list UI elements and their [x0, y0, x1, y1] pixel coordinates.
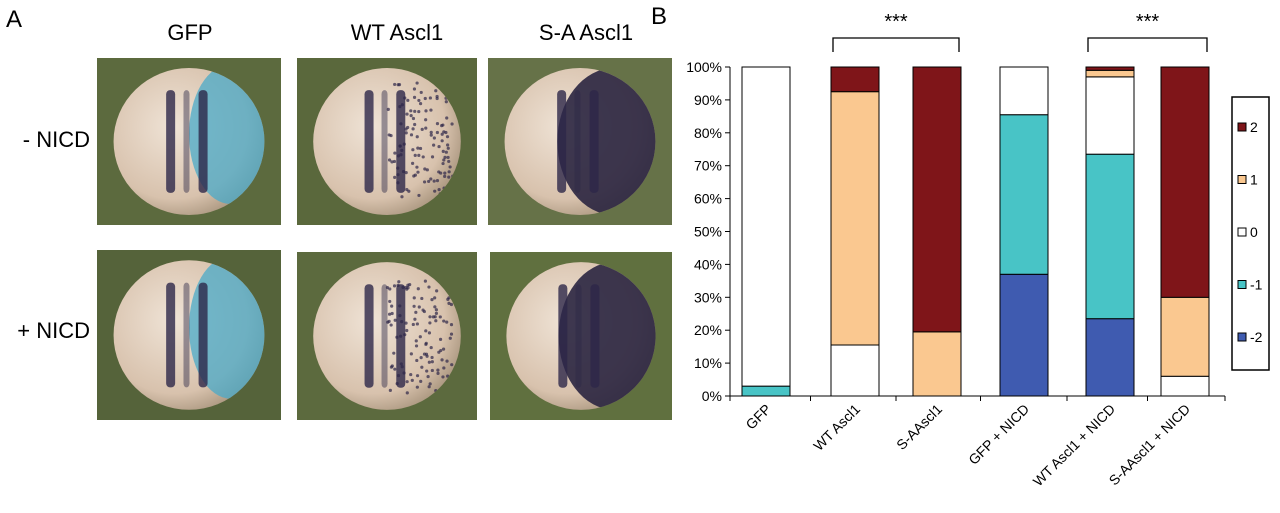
y-tick-label: 60%	[694, 191, 722, 207]
embryo-body	[313, 68, 461, 215]
bar-segment	[741, 385, 791, 397]
legend-label: -1	[1250, 277, 1263, 293]
y-tick-label: 0%	[702, 388, 722, 404]
bar-segment	[1160, 296, 1210, 377]
bar-segment	[1085, 76, 1135, 155]
significance-bracket	[832, 37, 960, 52]
embryo-gfp-plus-nicd	[97, 250, 281, 420]
bar-segment	[830, 91, 880, 346]
embryo-body	[313, 262, 461, 410]
row-header-plus-nicd: + NICD	[17, 318, 90, 343]
legend-label: 0	[1250, 224, 1258, 240]
column-header-wt-ascl1: WT Ascl1	[350, 20, 444, 45]
y-tick-label: 100%	[686, 59, 722, 75]
panel-a-label: A	[6, 6, 23, 33]
significance-bracket	[1087, 37, 1208, 52]
bar-segment	[830, 66, 880, 93]
y-tick-label: 50%	[694, 224, 722, 240]
legend-label: 2	[1250, 119, 1258, 135]
embryo-sa-plus-nicd	[490, 252, 672, 420]
bar-segment	[1160, 66, 1210, 298]
x-category-label: GFP	[742, 401, 774, 433]
y-tick-label: 70%	[694, 158, 722, 174]
legend-swatch	[1237, 175, 1247, 184]
y-tick-label: 80%	[694, 125, 722, 141]
bar-segment	[1085, 153, 1135, 320]
bar-segment	[1160, 375, 1210, 397]
y-tick-label: 20%	[694, 322, 722, 338]
legend-label: 1	[1250, 172, 1258, 188]
bar-segment	[1085, 318, 1135, 397]
column-header-gfp: GFP	[167, 20, 213, 45]
bar-segment	[830, 344, 880, 397]
bar-segment	[912, 66, 962, 333]
legend-swatch	[1237, 280, 1247, 289]
x-category-label: GFP + NICD	[965, 401, 1032, 468]
bar-segment	[1085, 69, 1135, 78]
legend-label: -2	[1250, 329, 1263, 345]
legend-swatch	[1237, 227, 1247, 237]
embryo-gfp-minus-nicd	[97, 58, 281, 225]
x-category-label: S-AAscl1 + NICD	[1106, 401, 1194, 489]
bar-segment	[999, 273, 1049, 397]
legend-swatch	[1237, 332, 1247, 342]
panel-b-label: B	[651, 3, 667, 30]
embryo-wt-minus-nicd	[297, 58, 477, 225]
embryo-sa-minus-nicd	[488, 58, 672, 225]
column-header-sa-ascl1: S-A Ascl1	[538, 20, 634, 45]
x-category-label: WT Ascl1	[810, 401, 863, 454]
y-tick-label: 30%	[694, 289, 722, 305]
bar-segment	[912, 331, 962, 397]
significance-label: ***	[1136, 11, 1160, 33]
y-tick-label: 40%	[694, 256, 722, 272]
bar-segment	[741, 66, 791, 387]
legend-swatch	[1237, 122, 1247, 132]
y-tick-label: 10%	[694, 355, 722, 371]
bar-segment	[999, 66, 1049, 116]
x-category-label: WT Ascl1 + NICD	[1030, 401, 1118, 489]
y-tick-label: 90%	[694, 92, 722, 108]
bar-segment	[1085, 66, 1135, 71]
x-category-label: S-AAscl1	[893, 401, 945, 453]
row-header-minus-nicd: - NICD	[22, 127, 90, 152]
significance-label: ***	[884, 11, 908, 33]
embryo-wt-plus-nicd	[297, 252, 477, 420]
bar-segment	[999, 114, 1049, 275]
